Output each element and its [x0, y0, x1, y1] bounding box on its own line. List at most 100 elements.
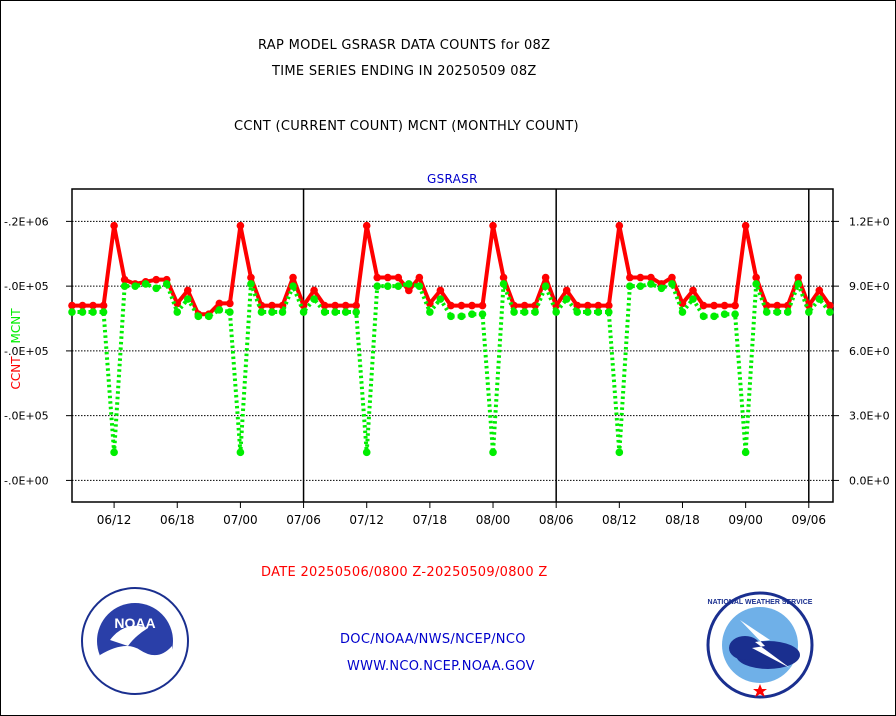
nws-logo: NATIONAL WEATHER SERVICE	[706, 591, 814, 699]
data-point-mcnt	[457, 312, 466, 321]
data-point-ccnt	[405, 286, 413, 295]
data-point-ccnt	[362, 221, 371, 230]
data-point-ccnt	[331, 301, 339, 310]
data-point-mcnt	[605, 308, 613, 316]
plot-title: GSRASR	[427, 172, 478, 186]
data-point-ccnt	[457, 301, 466, 310]
data-point-mcnt	[131, 282, 139, 290]
data-point-ccnt	[226, 299, 234, 308]
data-point-mcnt	[373, 282, 382, 290]
data-point-mcnt	[489, 448, 497, 457]
data-point-ccnt	[120, 275, 129, 284]
data-point-ccnt	[815, 286, 824, 295]
data-point-mcnt	[99, 308, 108, 316]
data-point-mcnt	[120, 282, 129, 290]
data-point-ccnt	[415, 273, 424, 282]
x-tick-label: 07/18	[413, 513, 448, 527]
y-axis-label-mcnt: MCNT	[9, 308, 23, 344]
y-tick-label-right: 0.0E+0	[849, 474, 890, 487]
chart-title-line1: RAP MODEL GSRASR DATA COUNTS for 08Z	[258, 38, 551, 53]
data-point-ccnt	[183, 286, 192, 295]
data-point-ccnt	[489, 221, 497, 230]
data-point-mcnt	[247, 280, 255, 288]
data-point-mcnt	[499, 280, 508, 288]
nws-logo-text: NATIONAL WEATHER SERVICE	[708, 599, 813, 606]
data-point-mcnt	[141, 280, 150, 288]
data-point-ccnt	[383, 273, 392, 282]
data-point-mcnt	[236, 448, 245, 457]
plot-border	[71, 188, 834, 503]
y-tick-label-right: 1.2E+0	[849, 215, 890, 228]
data-point-ccnt	[520, 301, 529, 310]
data-point-ccnt	[647, 273, 655, 282]
x-tick-label: 08/00	[476, 513, 511, 527]
data-point-ccnt	[215, 299, 224, 308]
data-point-ccnt	[752, 273, 760, 282]
data-point-mcnt	[78, 308, 87, 316]
x-tick-label: 08/18	[665, 513, 700, 527]
data-point-mcnt	[257, 308, 266, 316]
plot-area: -.0E+00 0.0E+0 -.0E+05 3.0E+0 -.0E+05 6.0E+0 -…	[4, 188, 890, 527]
data-point-ccnt	[447, 301, 455, 310]
noaa-logo-text: NOAA	[114, 615, 155, 631]
data-point-mcnt	[710, 312, 718, 321]
data-point-ccnt	[605, 301, 613, 310]
data-point-mcnt	[289, 282, 297, 290]
data-point-ccnt	[341, 301, 350, 310]
data-point-mcnt	[426, 308, 434, 316]
data-point-ccnt	[468, 301, 476, 310]
footer-org-line: DOC/NOAA/NWS/NCEP/NCO	[340, 632, 526, 647]
data-point-mcnt	[215, 306, 224, 314]
data-point-mcnt	[594, 308, 603, 316]
data-point-mcnt	[689, 295, 697, 303]
data-point-mcnt	[699, 312, 708, 321]
data-point-mcnt	[804, 308, 813, 316]
data-point-mcnt	[626, 282, 634, 290]
data-point-mcnt	[194, 312, 203, 321]
data-point-mcnt	[478, 310, 487, 319]
x-tick-label: 08/06	[539, 513, 574, 527]
data-point-ccnt	[426, 299, 434, 308]
data-point-ccnt	[794, 273, 803, 282]
data-point-ccnt	[710, 301, 718, 310]
y-tick-label-right: 3.0E+0	[849, 410, 890, 423]
chart-title-line2: TIME SERIES ENDING IN 20250509 08Z	[272, 64, 537, 79]
data-point-mcnt	[320, 308, 329, 316]
data-point-ccnt	[247, 273, 255, 282]
data-point-mcnt	[299, 308, 308, 316]
data-point-mcnt	[352, 308, 360, 316]
data-point-ccnt	[478, 301, 487, 310]
data-point-mcnt	[668, 280, 676, 288]
data-point-mcnt	[794, 280, 803, 288]
data-point-mcnt	[394, 282, 403, 290]
data-point-mcnt	[573, 308, 582, 316]
data-point-mcnt	[110, 448, 118, 457]
data-point-ccnt	[436, 286, 445, 295]
data-point-mcnt	[583, 308, 592, 316]
data-point-mcnt	[405, 280, 413, 288]
x-tick-label: 09/06	[791, 513, 826, 527]
data-point-ccnt	[499, 273, 508, 282]
data-point-mcnt	[310, 295, 318, 303]
data-point-mcnt	[362, 448, 371, 457]
data-point-ccnt	[562, 286, 571, 295]
date-range-label: DATE 20250506/0800 Z-20250509/0800 Z	[261, 565, 548, 580]
y-tick-label-left: -.2E+06	[4, 215, 49, 228]
data-point-mcnt	[752, 280, 760, 288]
data-point-ccnt	[689, 286, 697, 295]
data-point-mcnt	[510, 308, 518, 316]
data-point-ccnt	[68, 301, 76, 310]
data-point-mcnt	[720, 310, 729, 319]
data-point-mcnt	[152, 284, 161, 293]
x-tick-label: 07/06	[286, 513, 321, 527]
data-point-mcnt	[647, 280, 655, 288]
data-point-mcnt	[731, 310, 739, 319]
data-point-mcnt	[783, 308, 792, 316]
data-point-mcnt	[89, 308, 97, 316]
y-tick-label-right: 9.0E+0	[849, 280, 890, 293]
data-point-mcnt	[415, 282, 424, 290]
data-point-mcnt	[278, 308, 287, 316]
data-point-ccnt	[236, 221, 245, 230]
data-point-ccnt	[626, 273, 634, 282]
